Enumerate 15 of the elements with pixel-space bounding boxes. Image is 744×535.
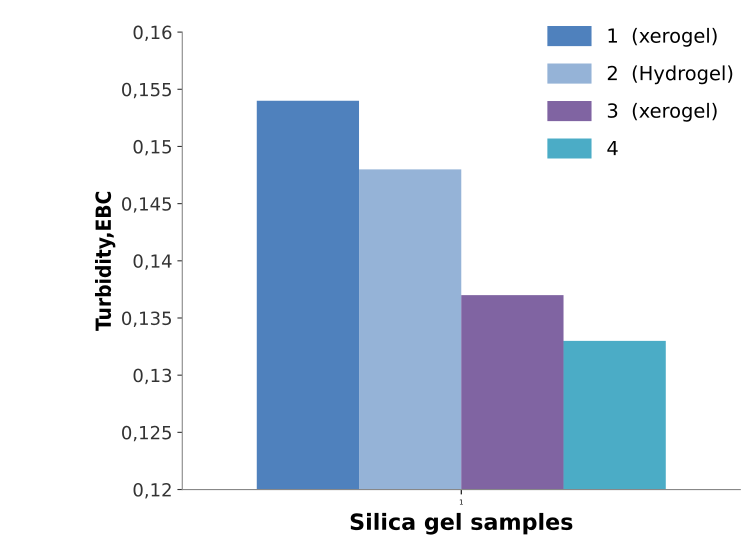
y-tick-label: 0,145 <box>122 197 171 213</box>
y-tick-label: 0,14 <box>134 254 172 270</box>
x-axis-title: Silica gel samples <box>350 512 572 535</box>
legend-label: 1 (xerogel) <box>608 28 717 47</box>
y-tick-label: 0,125 <box>122 426 171 442</box>
y-tick-label: 0,15 <box>134 140 171 156</box>
legend-label: 2 (Hydrogel) <box>608 65 732 84</box>
legend-label: 3 (xerogel) <box>608 102 717 122</box>
legend-label: 4 <box>607 140 618 156</box>
y-tick-label: 0,16 <box>134 26 172 42</box>
y-tick-label: 0,12 <box>134 482 171 498</box>
y-axis-title: Turbidity,EBC <box>94 192 116 331</box>
y-tick-label: 0,135 <box>122 311 171 327</box>
y-tick-label: 0,155 <box>122 82 171 98</box>
y-tick-label: 0,13 <box>134 368 172 384</box>
